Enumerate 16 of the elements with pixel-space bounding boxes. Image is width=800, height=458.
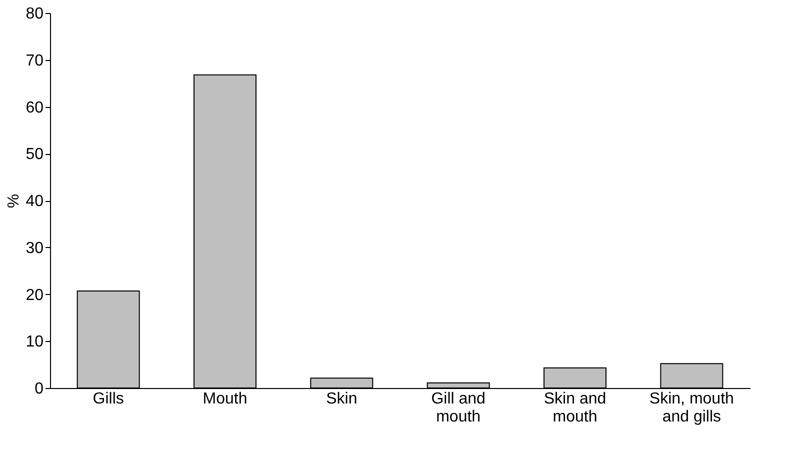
y-tick-label: 40 (26, 193, 44, 210)
y-axis-title: % (6, 194, 23, 208)
y-tick-label: 0 (34, 380, 44, 398)
y-tick-label: 20 (26, 286, 44, 304)
x-tick-label: Gill and mouth (431, 390, 486, 426)
x-tick-label: Mouth (202, 390, 248, 408)
x-tick-label: Skin, mouth and gills (649, 390, 734, 426)
y-tick-label: 50 (26, 146, 44, 164)
y-tick-label: 80 (26, 6, 44, 22)
y-tick-label: 30 (26, 240, 44, 257)
x-tick-label: Skin (326, 390, 358, 408)
y-tick-label: 10 (26, 334, 44, 351)
y-tick-label: 60 (26, 99, 44, 116)
x-tick-label: Gills (92, 390, 124, 408)
y-tick-label: 70 (26, 52, 44, 70)
x-tick-label: Skin and mouth (544, 390, 606, 426)
